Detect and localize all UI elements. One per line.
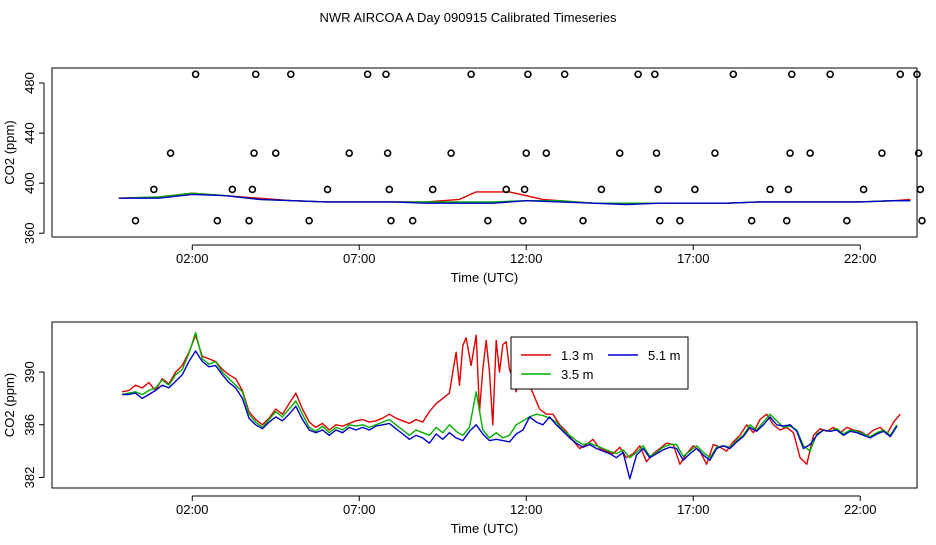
calibration-point [522,149,531,157]
calibration-point [859,185,868,194]
calibration-point [363,70,372,79]
calibration-point [914,149,923,157]
y-tick-label: 386 [22,414,37,436]
calibration-point [408,216,417,225]
calibration-point [654,185,662,194]
x-tick-label: 02:00 [176,251,209,266]
calibration-point [784,185,793,194]
calibration-point [382,70,390,79]
calibration-point [826,70,834,79]
calibration-point [467,70,475,79]
calibration-point [597,185,606,194]
x-tick-label: 17:00 [677,502,710,517]
series-line-3-5-m [121,331,898,459]
calibration-point [428,185,437,194]
x-tick-label: 22:00 [844,251,877,266]
calibration-point [213,216,222,225]
calibration-point [711,149,719,157]
x-axis-label: Time (UTC) [451,521,518,536]
calibration-point [248,185,257,194]
y-tick-label: 480 [22,72,37,94]
calibration-point [747,216,756,225]
legend-label: 3.5 m [561,367,594,382]
calibration-point [484,216,492,225]
calibration-point [878,149,886,157]
series-line-5-1-m [122,350,898,480]
y-axis-label: CO2 (ppm) [2,373,17,437]
calibration-point [542,149,551,157]
calibration-point [652,149,661,157]
x-tick-label: 17:00 [677,251,710,266]
calibration-point [447,149,455,157]
calibration-point [615,149,624,157]
calibration-point [286,70,295,79]
y-tick-label: 390 [22,361,37,383]
calibration-point [786,149,794,157]
top-panel: 02:00 07:00 12:00 17:00 22:00 360 400 440 480 Tim… [2,67,926,285]
series-line-1-3-m [121,334,901,465]
calibration-point [918,216,926,225]
calibration-point [913,70,921,79]
y-tick-label: 360 [22,222,37,244]
x-tick-label: 07:00 [343,502,376,517]
calibration-point [251,70,260,79]
calibration-point [916,185,925,194]
chart-title: NWR AIRCOA A Day 090915 Calibrated Times… [320,10,617,25]
y-tick-label: 440 [22,122,37,144]
x-tick-label: 07:00 [343,251,376,266]
plot-frame [51,321,918,489]
calibration-point [691,185,699,194]
calibration-point [383,149,392,157]
x-tick-label: 12:00 [510,251,543,266]
legend-label: 5.1 m [648,348,681,363]
calibration-point [385,185,394,194]
calibration-point [191,70,200,79]
calibration-point [131,216,140,225]
calibration-point [271,149,280,157]
calibration-point [656,216,664,225]
y-axis-label: CO2 (ppm) [2,120,17,184]
calibration-point [305,216,313,225]
legend: 1.3 m 3.5 m 5.1 m [510,336,689,390]
x-tick-label: 12:00 [510,502,543,517]
calibration-point [560,70,569,79]
calibration-point [524,70,532,79]
calibration-point [345,149,354,157]
calibration-point [896,70,905,79]
calibration-point [634,70,642,79]
series-line-5-1-m [118,193,911,206]
y-tick-label: 382 [22,467,37,489]
calibration-point [519,216,527,225]
calibration-point [150,185,158,194]
calibration-point [250,149,258,157]
calibration-point [782,216,791,225]
bottom-panel: 02:00 07:00 12:00 17:00 22:00 382 386 390 Time (… [2,321,918,536]
calibration-point [323,185,332,194]
calibration-point [806,149,814,157]
calibration-point [387,216,395,225]
calibration-point [729,70,738,79]
x-tick-label: 02:00 [176,502,209,517]
legend-box [510,336,689,390]
legend-label: 1.3 m [561,348,594,363]
calibration-point [579,216,587,225]
calibration-point [676,216,684,225]
calibration-point [766,185,774,194]
calibration-point [520,185,529,194]
calibration-point [651,70,659,79]
y-tick-label: 400 [22,172,37,194]
calibration-point [787,70,796,79]
calibration-point [228,185,237,194]
x-axis-label: Time (UTC) [451,270,518,285]
calibration-point [843,216,851,225]
calibration-point [166,149,175,157]
calibration-point [245,216,253,225]
calibration-point [502,185,511,194]
plot-frame [51,67,918,238]
x-tick-label: 22:00 [844,502,877,517]
